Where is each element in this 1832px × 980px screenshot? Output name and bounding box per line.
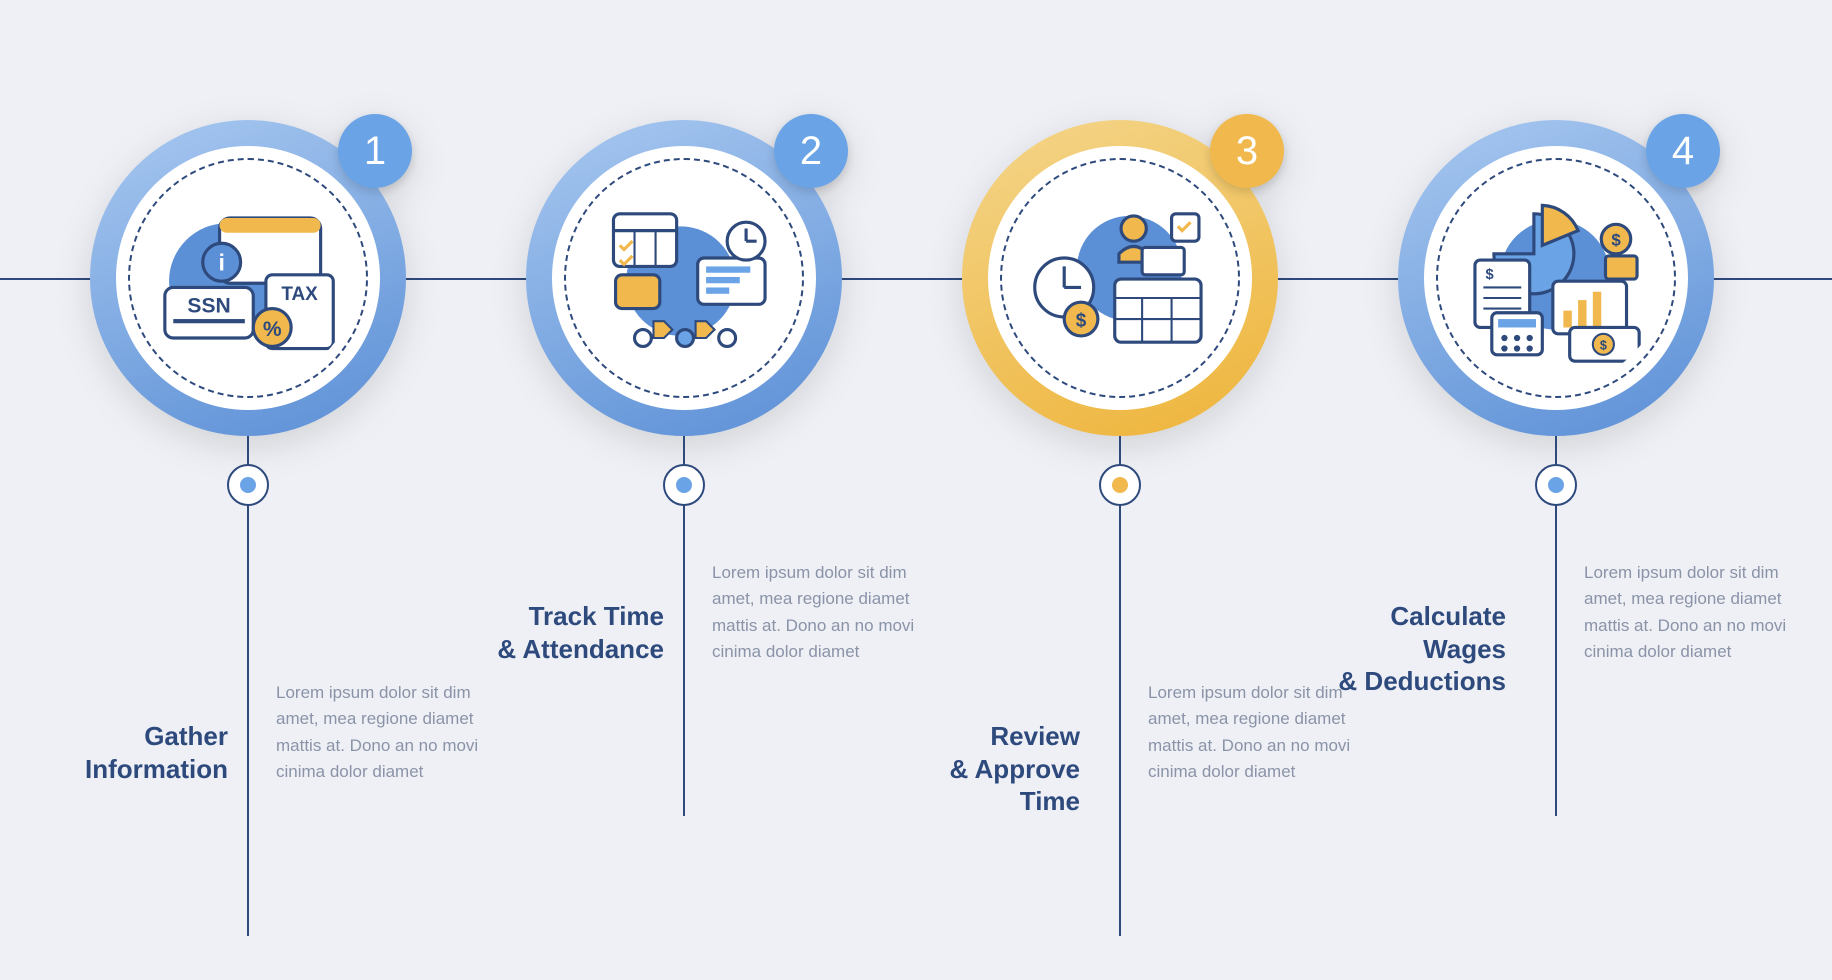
step-icon bbox=[140, 170, 356, 386]
step-body: Lorem ipsum dolor sit dim amet, mea regi… bbox=[276, 680, 496, 785]
connector-dot bbox=[1535, 464, 1577, 506]
connector-dot-inner bbox=[240, 477, 256, 493]
connector-dot-inner bbox=[1548, 477, 1564, 493]
step-3: 3 Review& Approve Time Lorem ipsum dolor… bbox=[962, 120, 1278, 436]
step-body: Lorem ipsum dolor sit dim amet, mea regi… bbox=[1584, 560, 1804, 665]
step-number: 3 bbox=[1236, 129, 1258, 174]
step-number: 4 bbox=[1672, 129, 1694, 174]
infographic-canvas: 1 GatherInformation Lorem ipsum dolor si… bbox=[0, 0, 1832, 980]
step-number: 2 bbox=[800, 129, 822, 174]
step-number-badge: 4 bbox=[1646, 114, 1720, 188]
step-icon bbox=[576, 170, 792, 386]
step-number-badge: 2 bbox=[774, 114, 848, 188]
step-ring: 1 bbox=[90, 120, 406, 436]
step-icon bbox=[1448, 170, 1664, 386]
step-1: 1 GatherInformation Lorem ipsum dolor si… bbox=[90, 120, 406, 436]
connector-dot-inner bbox=[1112, 477, 1128, 493]
step-ring: 2 bbox=[526, 120, 842, 436]
vertical-connector bbox=[1119, 436, 1121, 936]
step-body: Lorem ipsum dolor sit dim amet, mea regi… bbox=[712, 560, 932, 665]
step-number-badge: 1 bbox=[338, 114, 412, 188]
connector-dot bbox=[1099, 464, 1141, 506]
connector-dot bbox=[227, 464, 269, 506]
step-2: 2 Track Time& Attendance Lorem ipsum dol… bbox=[526, 120, 842, 436]
step-ring: 3 bbox=[962, 120, 1278, 436]
connector-dot-inner bbox=[676, 477, 692, 493]
step-title: Review& Approve Time bbox=[890, 720, 1080, 818]
step-ring: 4 bbox=[1398, 120, 1714, 436]
step-4: 4 Calculate Wages& Deductions Lorem ipsu… bbox=[1398, 120, 1714, 436]
step-number-badge: 3 bbox=[1210, 114, 1284, 188]
step-number: 1 bbox=[364, 129, 386, 174]
step-title: Track Time& Attendance bbox=[474, 600, 664, 665]
connector-dot bbox=[663, 464, 705, 506]
step-title: Calculate Wages& Deductions bbox=[1316, 600, 1506, 698]
vertical-connector bbox=[247, 436, 249, 936]
step-title: GatherInformation bbox=[38, 720, 228, 785]
step-icon bbox=[1012, 170, 1228, 386]
